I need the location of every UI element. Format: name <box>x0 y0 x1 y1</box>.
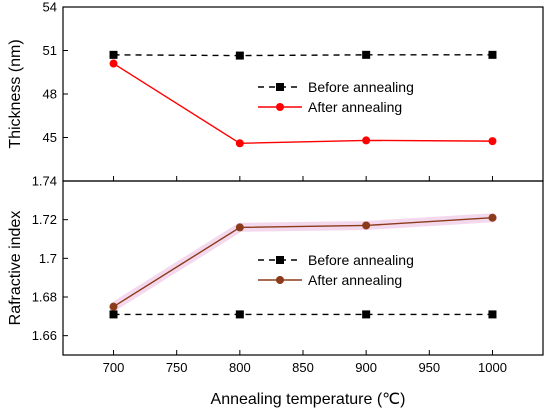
legend-layer: Before annealing After annealing Before an… <box>258 79 414 288</box>
bottom-y-tick-label: 1.72 <box>32 212 57 227</box>
bottom-point-circle <box>362 221 371 230</box>
bottom-point-square <box>109 310 118 319</box>
x-axis-title: Annealing temperature (℃) <box>211 391 406 408</box>
bottom-legend-label: Before annealing <box>308 252 414 268</box>
bottom-plot-frame <box>62 180 544 356</box>
bottom-y-tick-label: 1.7 <box>39 251 57 266</box>
x-tick-label: 700 <box>103 360 125 375</box>
x-tick-label: 750 <box>166 360 188 375</box>
bottom-legend-marker <box>276 276 284 284</box>
top-point-circle <box>235 139 244 148</box>
bottom-y-tick-label: 1.68 <box>32 290 57 305</box>
top-legend-label: Before annealing <box>308 79 414 95</box>
top-y-tick-label: 54 <box>43 0 57 15</box>
axes-layer: 45 48 51 54 1.66 1.68 1.7 1.72 1.74 700 750 800 850 9… <box>7 0 507 408</box>
bottom-legend-marker <box>276 256 284 264</box>
bottom-point-circle <box>235 223 244 232</box>
bottom-y-tick-label: 1.74 <box>32 174 57 189</box>
bottom-point-circle <box>109 302 118 311</box>
bottom-y-tick-label: 1.66 <box>32 328 57 343</box>
top-y-tick-label: 48 <box>43 87 57 102</box>
top-series-line-0 <box>113 54 493 57</box>
x-tick-label: 1000 <box>478 360 507 375</box>
top-y-tick-label: 45 <box>43 130 57 145</box>
top-point-square <box>362 50 371 59</box>
x-tick-label: 800 <box>229 360 251 375</box>
x-tick-label: 900 <box>355 360 377 375</box>
top-point-square <box>109 50 118 59</box>
top-series-line-1 <box>113 62 493 145</box>
bottom-legend-label: After annealing <box>308 272 402 288</box>
series-layer <box>109 50 497 319</box>
bottom-y-axis-title: Rafractive index <box>7 211 24 326</box>
top-legend-marker <box>276 83 284 91</box>
after-annealing-highlight <box>109 213 497 312</box>
top-point-square <box>488 50 497 59</box>
top-point-circle <box>109 59 118 68</box>
series-highlight <box>109 213 497 312</box>
bottom-point-square <box>235 310 244 319</box>
bottom-point-circle <box>488 213 497 222</box>
bottom-point-square <box>362 310 371 319</box>
top-y-axis-title: Thickness (nm) <box>7 39 24 148</box>
top-point-square <box>235 51 244 60</box>
top-legend-marker <box>276 103 284 111</box>
top-legend-label: After annealing <box>308 99 402 115</box>
top-point-circle <box>362 136 371 145</box>
top-point-circle <box>488 137 497 146</box>
bottom-point-square <box>488 310 497 319</box>
bottom-series-line-1 <box>113 217 493 308</box>
top-plot-frame <box>62 6 544 182</box>
x-tick-label: 950 <box>418 360 440 375</box>
top-y-tick-label: 51 <box>43 43 57 58</box>
x-tick-label: 850 <box>292 360 314 375</box>
